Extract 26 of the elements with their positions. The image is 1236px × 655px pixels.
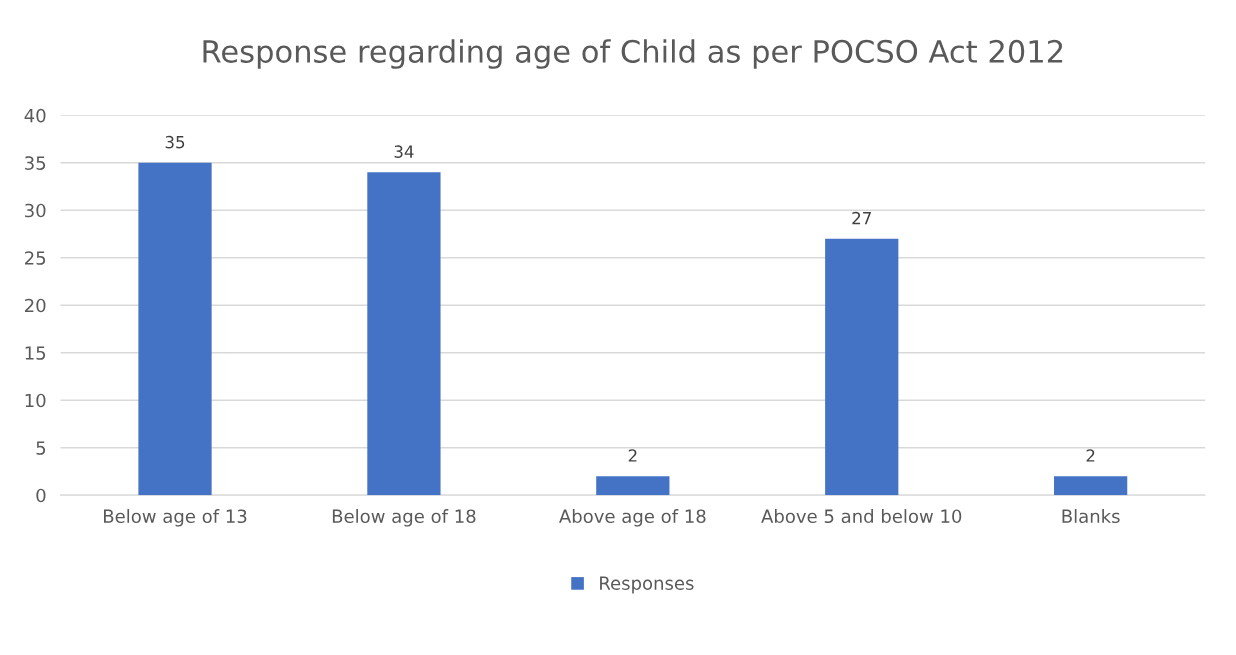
y-tick-label: 10	[25, 393, 46, 408]
y-tick-label: 30	[25, 203, 46, 218]
x-tick-label: Above 5 and below 10	[761, 509, 962, 524]
data-label: 2	[628, 449, 637, 462]
bar	[596, 476, 670, 496]
bar	[367, 172, 441, 496]
x-tick-label: Below age of 13	[104, 509, 247, 527]
bar	[138, 162, 212, 496]
y-tick-label: 40	[24, 108, 46, 123]
chart-title: Response regarding age of Child as per POCSO Act 2012	[203, 39, 1063, 69]
data-label: 34	[394, 145, 414, 158]
data-label: 35	[165, 135, 185, 149]
legend-label: Responses	[600, 576, 694, 594]
y-tick-label: 20	[25, 298, 46, 313]
x-tick-label: Below age of 18	[332, 509, 476, 527]
data-label: 27	[852, 211, 871, 225]
y-tick-label: 35	[25, 156, 46, 170]
y-tick-label: 5	[36, 441, 46, 455]
y-tick-label: 15	[25, 346, 46, 360]
y-tick-label: 25	[25, 251, 46, 265]
x-tick-label: Above age of 18	[559, 509, 706, 527]
y-tick-label: 0	[36, 488, 46, 503]
data-label: 2	[1086, 449, 1095, 462]
bar	[825, 238, 899, 496]
bar	[1054, 476, 1128, 496]
x-tick-label: Blanks	[1062, 509, 1120, 524]
